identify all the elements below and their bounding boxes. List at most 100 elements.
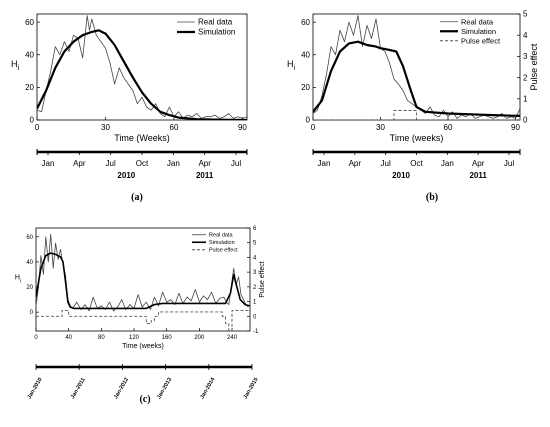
y-tick-label: 20 [26,285,33,291]
y-tick-label: 40 [25,50,34,59]
series-line-pulse-effect [36,309,250,331]
timeline-year-label: Jan-2013 [156,377,173,400]
x-tick-label: 0 [311,123,316,132]
timeline-month-label: Oct [410,159,423,168]
panel-caption: (b) [426,192,438,203]
x-tick-label: 0 [35,123,40,132]
y2-tick-label: -1 [253,329,259,335]
timeline-year-label: Jan-2011 [70,377,87,400]
timeline-year-label: Jan-2014 [199,376,216,400]
legend-label: Simulation [209,240,235,246]
y2-tick-label: 1 [253,300,257,306]
series-line-real-data [37,15,247,119]
x-tick-label: 40 [65,335,72,341]
timeline-year-label: Jan-2015 [243,377,260,400]
x-tick-label: 120 [129,335,140,341]
legend-label: Real data [198,18,233,27]
y-tick-label: 0 [30,116,35,125]
plot-frame [36,13,248,121]
y-tick-label: 40 [301,50,310,59]
timeline-month-label: Jan [42,159,55,168]
y2-axis-label: Pulse effect [529,43,539,90]
y2-tick-label: 0 [253,314,257,320]
y2-tick-label: 3 [523,52,528,61]
chart-panel-3: 0 40 80 120 160 200 240 0 20 40 60 -1 0 1 2 3 4 5 6 Pulse e… [15,226,266,405]
legend-label: Real data [209,233,233,239]
timeline-year-label: Jan-2010 [27,377,44,400]
y2-tick-label: 2 [253,285,257,291]
series-line-real-data [36,233,249,312]
timeline-month-label: Oct [136,159,149,168]
series-line-simulation [36,252,250,310]
x-tick-label: 30 [101,123,110,132]
y2-tick-label: 5 [523,10,528,19]
timeline-month-label: Jan [318,159,331,168]
panel-caption: (c) [139,394,150,405]
x-tick-label: 240 [227,335,238,341]
y2-axis-label: Pulse effect [259,261,266,298]
y-tick-label: 60 [301,18,310,27]
legend-label: Simulation [198,28,235,37]
series-line-pulse-effect [313,110,520,120]
y2-tick-label: 1 [523,94,528,103]
x-tick-label: 30 [376,123,385,132]
timeline-month-label: Jul [381,159,391,168]
x-axis-label: Time (weeks) [122,343,164,350]
y-tick-label: 20 [301,83,310,92]
legend-label: Simulation [461,27,496,36]
timeline-month-label: Jul [231,159,241,168]
y-tick-label: 40 [26,260,33,266]
timeline-month-label: Jul [504,159,514,168]
timeline-month-label: Apr [349,159,362,168]
timeline-month-label: Apr [198,159,211,168]
y2-tick-label: 6 [253,226,257,232]
x-tick-label: 60 [170,123,179,132]
panel-caption: (a) [131,192,143,203]
y-tick-label: 0 [30,310,34,316]
x-axis-label: Time (Weeks) [114,133,170,143]
series-line-simulation [313,40,520,117]
timeline-month-label: Jul [106,159,116,168]
series-line-simulation [37,29,247,120]
timeline-year-label: 2011 [196,171,214,180]
timeline-year-label: 2010 [392,171,410,180]
y-tick-label: 60 [26,235,33,241]
y-tick-label: 0 [306,116,311,125]
y-axis-label: Hi [15,275,21,285]
x-tick-label: 90 [511,123,520,132]
y-tick-label: 20 [25,83,34,92]
y2-tick-label: 2 [523,73,528,82]
x-tick-label: 90 [238,123,247,132]
legend-label: Real data [461,17,494,26]
x-tick-label: 60 [444,123,453,132]
y-tick-label: 60 [25,18,34,27]
x-tick-label: 80 [98,335,105,341]
timeline-month-label: Jan [167,159,180,168]
timeline-month-label: Apr [73,159,86,168]
y-axis-label-subscript: i [293,65,295,72]
y-axis-label: Hi [11,59,20,72]
y2-tick-label: 3 [253,270,257,276]
y-axis-label-subscript: i [20,279,21,285]
timeline-month-label: Jan [441,159,454,168]
timeline-year-label: 2011 [469,171,487,180]
timeline-year-label: 2010 [117,171,135,180]
y2-tick-label: 4 [523,31,528,40]
x-tick-label: 200 [194,335,205,341]
plot-frame [35,227,251,332]
legend-label: Pulse effect [209,248,238,254]
y-axis-label: Hi [287,59,296,72]
timeline-month-label: Apr [472,159,485,168]
x-axis-label: Time (weeks) [390,133,444,143]
y-axis-label-subscript: i [17,65,19,72]
x-tick-label: 0 [34,335,38,341]
x-tick-label: 160 [162,335,173,341]
y2-tick-label: 4 [253,255,257,261]
y2-tick-label: 5 [253,241,257,247]
y2-tick-label: 0 [523,116,528,125]
legend-label: Pulse effect [461,36,501,45]
timeline-year-label: Jan-2012 [113,377,130,400]
